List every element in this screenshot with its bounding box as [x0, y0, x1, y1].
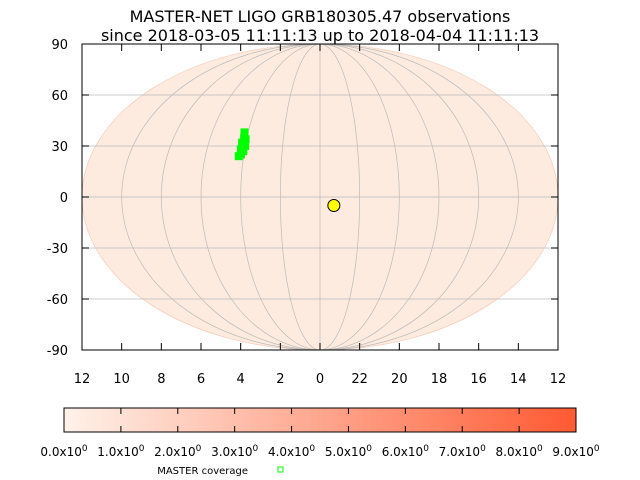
meridian-gridline-4 [319, 43, 480, 351]
legend-swatch [277, 466, 284, 473]
x-tick-label-6: 0 [316, 372, 324, 387]
colorbar-tick-label-3: 3.0x100 [211, 444, 258, 459]
y-tick-label-1: 60 [51, 89, 68, 104]
colorbar-tick-label-1: 1.0x100 [97, 444, 144, 459]
chart-title-line-1: MASTER-NET LIGO GRB180305.47 observation… [129, 7, 511, 26]
y-tick-label-2: 30 [51, 140, 68, 155]
colorbar-tick-label-6: 6.0x100 [382, 444, 429, 459]
x-tick-label-5: 2 [276, 372, 284, 387]
x-tick-label-9: 18 [431, 372, 448, 387]
x-tick-label-4: 4 [237, 372, 245, 387]
y-tick-label-4: -30 [47, 242, 68, 257]
colorbar-tick-label-5: 5.0x100 [325, 444, 372, 459]
colorbar-tick-label-7: 7.0x100 [439, 444, 486, 459]
colorbar-tick-label-2: 2.0x100 [154, 444, 201, 459]
x-tick-label-3: 6 [197, 372, 205, 387]
coverage-point-0 [240, 128, 249, 137]
meridian-gridline-20 [160, 43, 321, 351]
meridian-gridline-6 [319, 43, 440, 351]
x-tick-label-11: 14 [510, 372, 527, 387]
x-tick-label-0: 12 [74, 372, 91, 387]
y-tick-label-3: 0 [60, 191, 68, 206]
x-tick-label-12: 12 [550, 372, 567, 387]
meridian-gridline-14 [280, 43, 321, 351]
coverage-point-6 [234, 152, 243, 161]
meridian-gridline-16 [240, 43, 321, 351]
coverage-point-9 [239, 147, 248, 156]
x-tick-label-7: 22 [351, 372, 368, 387]
chart-title-line-2: since 2018-03-05 11:11:13 up to 2018-04-… [100, 26, 540, 45]
colorbar [63, 407, 577, 433]
colorbar-tick-label-8: 8.0x100 [496, 444, 543, 459]
meridian-gridline-2 [319, 43, 519, 351]
colorbar-tick-label-9: 9.0x100 [552, 444, 599, 459]
colorbar-tick-label-0: 0.0x100 [40, 444, 87, 459]
coverage-point-7 [241, 135, 250, 144]
legend-label: MASTER coverage [157, 466, 248, 477]
meridian-gridline-18 [200, 43, 321, 351]
colorbar-tick-label-4: 4.0x100 [268, 444, 315, 459]
x-tick-label-2: 8 [157, 372, 165, 387]
meridian-gridline-10 [319, 43, 360, 351]
meridian-gridline-22 [121, 43, 321, 351]
y-tick-label-5: -60 [47, 293, 68, 308]
y-tick-label-0: 90 [51, 38, 68, 53]
coverage-point-8 [241, 142, 250, 150]
grb-source-marker [327, 199, 341, 212]
x-tick-label-8: 20 [391, 372, 408, 387]
meridian-gridline-8 [319, 43, 400, 351]
y-tick-label-6: -90 [47, 344, 68, 359]
x-tick-label-10: 16 [470, 372, 487, 387]
x-tick-label-1: 10 [113, 372, 130, 387]
